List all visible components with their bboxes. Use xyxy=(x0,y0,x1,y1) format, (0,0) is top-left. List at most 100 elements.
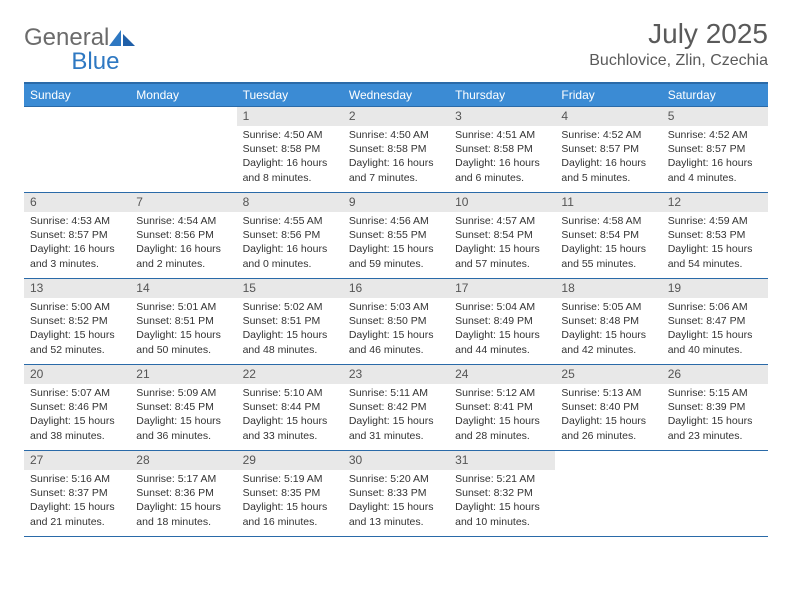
day-details: Sunrise: 5:00 AMSunset: 8:52 PMDaylight:… xyxy=(24,298,130,361)
calendar-week-row: 6Sunrise: 4:53 AMSunset: 8:57 PMDaylight… xyxy=(24,193,768,279)
day-number: 14 xyxy=(130,279,236,298)
sunrise-text: Sunrise: 5:03 AM xyxy=(349,300,443,314)
calendar-day-cell: 31Sunrise: 5:21 AMSunset: 8:32 PMDayligh… xyxy=(449,451,555,537)
sunset-text: Sunset: 8:37 PM xyxy=(30,486,124,500)
daylight-text: Daylight: 15 hours and 52 minutes. xyxy=(30,328,124,356)
day-details: Sunrise: 4:50 AMSunset: 8:58 PMDaylight:… xyxy=(237,126,343,189)
day-details: Sunrise: 5:21 AMSunset: 8:32 PMDaylight:… xyxy=(449,470,555,533)
day-details: Sunrise: 5:04 AMSunset: 8:49 PMDaylight:… xyxy=(449,298,555,361)
sunrise-text: Sunrise: 4:55 AM xyxy=(243,214,337,228)
title-block: July 2025 Buchlovice, Zlin, Czechia xyxy=(589,18,768,70)
day-number: 2 xyxy=(343,107,449,126)
day-number: 19 xyxy=(662,279,768,298)
calendar-week-row: 20Sunrise: 5:07 AMSunset: 8:46 PMDayligh… xyxy=(24,365,768,451)
weekday-header: Tuesday xyxy=(237,83,343,107)
weekday-header: Monday xyxy=(130,83,236,107)
calendar-day-cell: 6Sunrise: 4:53 AMSunset: 8:57 PMDaylight… xyxy=(24,193,130,279)
sunrise-text: Sunrise: 5:15 AM xyxy=(668,386,762,400)
day-number: 11 xyxy=(555,193,661,212)
weekday-header: Wednesday xyxy=(343,83,449,107)
sunset-text: Sunset: 8:57 PM xyxy=(668,142,762,156)
sunset-text: Sunset: 8:45 PM xyxy=(136,400,230,414)
day-number: 15 xyxy=(237,279,343,298)
sunset-text: Sunset: 8:39 PM xyxy=(668,400,762,414)
sunset-text: Sunset: 8:56 PM xyxy=(136,228,230,242)
sunset-text: Sunset: 8:46 PM xyxy=(30,400,124,414)
calendar-week-row: 13Sunrise: 5:00 AMSunset: 8:52 PMDayligh… xyxy=(24,279,768,365)
calendar-day-cell: 13Sunrise: 5:00 AMSunset: 8:52 PMDayligh… xyxy=(24,279,130,365)
calendar-day-cell: 18Sunrise: 5:05 AMSunset: 8:48 PMDayligh… xyxy=(555,279,661,365)
day-details: Sunrise: 5:02 AMSunset: 8:51 PMDaylight:… xyxy=(237,298,343,361)
day-details: Sunrise: 5:19 AMSunset: 8:35 PMDaylight:… xyxy=(237,470,343,533)
sunrise-text: Sunrise: 5:05 AM xyxy=(561,300,655,314)
calendar-week-row: 1Sunrise: 4:50 AMSunset: 8:58 PMDaylight… xyxy=(24,107,768,193)
day-details: Sunrise: 5:11 AMSunset: 8:42 PMDaylight:… xyxy=(343,384,449,447)
calendar-day-cell: 4 Sunrise: 4:52 AMSunset: 8:57 PMDaylight… xyxy=(555,107,661,193)
day-number: 12 xyxy=(662,193,768,212)
calendar-day-cell xyxy=(24,107,130,193)
daylight-text: Daylight: 15 hours and 55 minutes. xyxy=(561,242,655,270)
brand-part2: Blue xyxy=(71,48,119,76)
day-details: Sunrise: 4:50 AMSunset: 8:58 PMDaylight:… xyxy=(343,126,449,189)
sunrise-text: Sunrise: 4:50 AM xyxy=(243,128,337,142)
sunrise-text: Sunrise: 4:53 AM xyxy=(30,214,124,228)
weekday-header: Saturday xyxy=(662,83,768,107)
sunset-text: Sunset: 8:57 PM xyxy=(561,142,655,156)
calendar-day-cell: 24Sunrise: 5:12 AMSunset: 8:41 PMDayligh… xyxy=(449,365,555,451)
day-number: 5 xyxy=(662,107,768,126)
daylight-text: Daylight: 16 hours and 3 minutes. xyxy=(30,242,124,270)
daylight-text: Daylight: 15 hours and 13 minutes. xyxy=(349,500,443,528)
day-number: 21 xyxy=(130,365,236,384)
sunset-text: Sunset: 8:50 PM xyxy=(349,314,443,328)
sunrise-text: Sunrise: 5:04 AM xyxy=(455,300,549,314)
daylight-text: Daylight: 15 hours and 46 minutes. xyxy=(349,328,443,356)
daylight-text: Daylight: 15 hours and 38 minutes. xyxy=(30,414,124,442)
daylight-text: Daylight: 15 hours and 44 minutes. xyxy=(455,328,549,356)
sunrise-text: Sunrise: 5:00 AM xyxy=(30,300,124,314)
sunrise-text: Sunrise: 4:51 AM xyxy=(455,128,549,142)
sunset-text: Sunset: 8:55 PM xyxy=(349,228,443,242)
sunrise-text: Sunrise: 4:57 AM xyxy=(455,214,549,228)
brand-logo: General Blue xyxy=(24,18,119,76)
sunset-text: Sunset: 8:58 PM xyxy=(455,142,549,156)
sunrise-text: Sunrise: 5:17 AM xyxy=(136,472,230,486)
day-details: Sunrise: 5:05 AMSunset: 8:48 PMDaylight:… xyxy=(555,298,661,361)
day-details: Sunrise: 5:20 AMSunset: 8:33 PMDaylight:… xyxy=(343,470,449,533)
sunrise-text: Sunrise: 5:20 AM xyxy=(349,472,443,486)
weekday-header-row: Sunday Monday Tuesday Wednesday Thursday… xyxy=(24,83,768,107)
day-number: 9 xyxy=(343,193,449,212)
day-number: 23 xyxy=(343,365,449,384)
location-label: Buchlovice, Zlin, Czechia xyxy=(589,52,768,70)
daylight-text: Daylight: 15 hours and 54 minutes. xyxy=(668,242,762,270)
sunrise-text: Sunrise: 5:13 AM xyxy=(561,386,655,400)
daylight-text: Daylight: 16 hours and 8 minutes. xyxy=(243,156,337,184)
daylight-text: Daylight: 15 hours and 36 minutes. xyxy=(136,414,230,442)
calendar-day-cell: 3Sunrise: 4:51 AMSunset: 8:58 PMDaylight… xyxy=(449,107,555,193)
daylight-text: Daylight: 15 hours and 57 minutes. xyxy=(455,242,549,270)
day-number: 30 xyxy=(343,451,449,470)
sunrise-text: Sunrise: 4:59 AM xyxy=(668,214,762,228)
sunset-text: Sunset: 8:52 PM xyxy=(30,314,124,328)
daylight-text: Daylight: 15 hours and 33 minutes. xyxy=(243,414,337,442)
daylight-text: Daylight: 15 hours and 26 minutes. xyxy=(561,414,655,442)
day-number: 25 xyxy=(555,365,661,384)
day-number: 29 xyxy=(237,451,343,470)
sunrise-text: Sunrise: 4:52 AM xyxy=(668,128,762,142)
month-title: July 2025 xyxy=(589,18,768,50)
daylight-text: Daylight: 16 hours and 0 minutes. xyxy=(243,242,337,270)
calendar-day-cell: 23Sunrise: 5:11 AMSunset: 8:42 PMDayligh… xyxy=(343,365,449,451)
daylight-text: Daylight: 16 hours and 5 minutes. xyxy=(561,156,655,184)
calendar-day-cell: 29Sunrise: 5:19 AMSunset: 8:35 PMDayligh… xyxy=(237,451,343,537)
calendar-day-cell: 10Sunrise: 4:57 AMSunset: 8:54 PMDayligh… xyxy=(449,193,555,279)
calendar-day-cell xyxy=(555,451,661,537)
day-details: Sunrise: 4:57 AMSunset: 8:54 PMDaylight:… xyxy=(449,212,555,275)
sunrise-text: Sunrise: 5:21 AM xyxy=(455,472,549,486)
calendar-week-row: 27Sunrise: 5:16 AMSunset: 8:37 PMDayligh… xyxy=(24,451,768,537)
sunrise-text: Sunrise: 5:02 AM xyxy=(243,300,337,314)
day-number: 4 xyxy=(555,107,661,126)
calendar-day-cell: 15Sunrise: 5:02 AMSunset: 8:51 PMDayligh… xyxy=(237,279,343,365)
weekday-header: Sunday xyxy=(24,83,130,107)
sunrise-text: Sunrise: 4:52 AM xyxy=(561,128,655,142)
calendar-day-cell: 17Sunrise: 5:04 AMSunset: 8:49 PMDayligh… xyxy=(449,279,555,365)
sunset-text: Sunset: 8:57 PM xyxy=(30,228,124,242)
